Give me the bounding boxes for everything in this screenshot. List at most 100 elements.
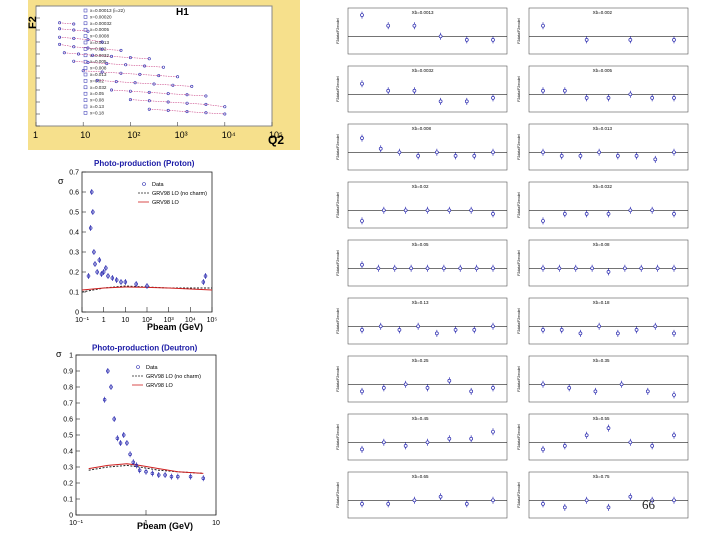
h1-legend-marker [83,15,88,19]
ratio-data-point [628,440,633,445]
ratio-data-point [650,443,655,448]
ratio-data-point [559,153,564,158]
ratio-data-point [672,393,676,397]
proton-x-tick-label: 10³ [164,317,175,324]
ratio-data-point [628,37,633,42]
deutron-y-tick-label: 0.4 [63,449,73,456]
ratio-data-point [435,150,439,155]
h1-data-point [95,78,99,82]
ratio-data-point [584,433,589,438]
h1-data-point [124,63,128,67]
deutron-y-tick-label: 0 [69,513,73,520]
ratio-subplot-label: Xb=0.55 [593,416,610,421]
proton-data-point [93,262,97,266]
deutron-data-point [125,441,129,445]
h1-data-point [86,29,90,33]
h1-legend-marker [83,34,88,38]
h1-data-point [110,88,114,92]
ratio-subplot: Xb=0.0032 F2data/F2model [336,65,508,113]
h1-legend-entry: x=0.18 [90,110,104,115]
ratio-data-point [628,208,633,213]
deutron-y-tick-label: 1 [69,353,73,360]
ratio-data-point [412,88,417,93]
h1-legend-entry: x=0.13 [90,104,104,109]
h1-data-point [72,45,76,49]
h1-data-point [161,65,165,69]
ratio-subplot-label: Xb=0.002 [593,10,613,15]
ratio-subplot-label: Xb=0.45 [412,416,429,421]
h1-data-point [110,54,114,58]
ratio-subplot: Xb=0.08 F2data/F2model [517,239,689,287]
proton-x-tick-label: 10 [121,317,129,324]
deutron-data-point [121,433,126,437]
deutron-y-tick-label: 0.3 [63,465,73,472]
ratio-subplot-ylabel: F2data/F2model [517,482,521,508]
proton-x-tick-label: 1 [102,317,106,324]
h1-legend-entry: x=0.0008 [90,34,109,39]
ratio-subplot-frame [528,297,689,345]
ratio-data-point [425,440,430,445]
deutron-y-tick-label: 0.7 [63,401,73,408]
ratio-data-point [672,498,676,503]
ratio-subplot: Xb=0.032 F2data/F2model [517,181,689,229]
ratio-data-point [584,37,589,42]
ratio-data-point [541,150,545,155]
h1-fit-line [111,89,206,97]
ratio-subplot-label: Xb=0.65 [412,474,429,479]
h1-legend-marker [83,66,88,70]
h1-data-point [86,38,90,42]
ratio-data-point [435,331,439,336]
h1-legend-marker [83,79,88,83]
ratio-data-point [386,88,391,93]
proton-data-point [145,284,149,288]
ratio-data-point [392,266,397,271]
ratio-data-point [541,327,545,332]
ratio-data-point [653,324,658,329]
deutron-x-tick-label: 10 [212,520,220,527]
h1-legend-entry: x=0.00032 [90,21,112,26]
ratio-subplot-label: Xb=0.02 [412,184,429,189]
ratio-data-point [578,331,583,336]
ratio-data-point [650,498,655,503]
proton-data-point [101,270,106,274]
ratio-data-point [672,266,676,271]
ratio-subplot: Xb=0.05 F2data/F2model [336,239,508,287]
ratio-subplot: Xb=0.008 F2data/F2model [336,123,508,171]
ratio-data-point [360,501,364,506]
ratio-data-point [606,426,611,431]
ratio-data-point [425,208,430,213]
deutron-photoproduction-chart-panel: Photo-production (Deutron) σ Pbeam (GeV)… [52,343,222,533]
ratio-data-point [541,447,545,452]
proton-legend-nocharm: GRV98 LO (no charm) [152,191,207,197]
h1-legend-entry: x=0.08 [90,98,104,103]
ratio-data-point [416,153,420,158]
proton-photoproduction-chart-panel: Photo-production (Proton) σ Pbeam (GeV) … [52,158,222,333]
ratio-data-point [672,211,676,216]
ratio-data-point [606,505,611,510]
h1-fit-line [59,36,103,43]
proton-legend-data: Data [152,182,165,188]
h1-data-point [128,56,132,60]
ratio-data-point [573,266,578,271]
ratio-data-point [397,327,402,332]
ratio-data-point [672,331,676,336]
ratio-data-point [672,95,676,100]
ratio-data-point [590,266,594,271]
h1-data-point [105,62,109,66]
ratio-data-point [491,95,495,100]
h1-data-point [86,60,90,64]
h1-f2-chart-panel: H1 F2 Q2 1 10 10² 10³ 10⁴ 10⁵ x=0.00013 (i=22… [27,0,300,150]
proton-y-tick-label: 0.6 [69,190,79,197]
h1-data-point [72,36,76,40]
h1-data-point [72,59,76,63]
h1-ylabel: F2 [28,16,39,29]
ratio-data-point [541,266,545,271]
ratio-subplot-label: Xb=0.008 [412,126,432,131]
deutron-data-point [131,460,136,464]
h1-data-point [171,83,175,87]
ratio-data-point [491,324,495,329]
h1-legend-entry: x=0.05 [90,91,104,96]
ratio-data-point [655,266,660,271]
ratio-data-point [623,266,627,271]
ratio-subplot-frame [347,239,508,287]
